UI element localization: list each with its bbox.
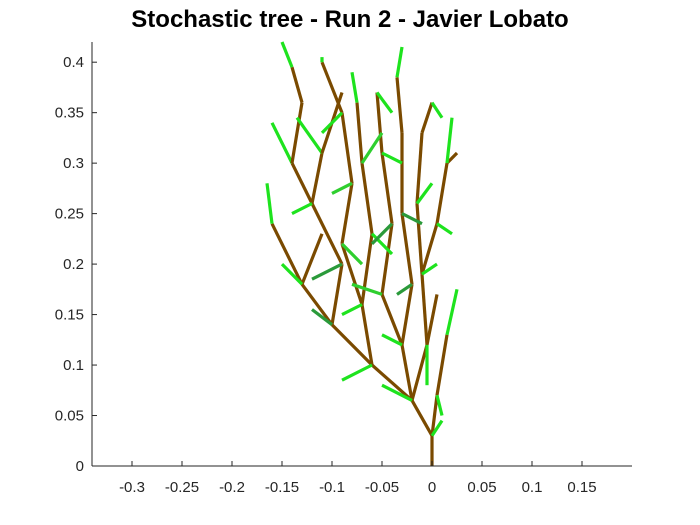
x-tick-label: -0.2 <box>219 479 245 496</box>
leaf-segment-50 <box>432 103 442 118</box>
branch-segment-39 <box>292 67 302 102</box>
branch-segment-44 <box>357 103 362 164</box>
branch-segment-15 <box>332 264 342 325</box>
x-tick-label: 0.1 <box>522 479 543 496</box>
branch-segment-26 <box>272 224 302 285</box>
branch-segment-46 <box>377 93 382 154</box>
branch-segment-20 <box>417 204 422 275</box>
leaf-segment-7 <box>447 289 457 335</box>
leaf-segment-71 <box>342 305 362 315</box>
branch-segment-35 <box>292 163 312 203</box>
branch-segment-47 <box>397 77 402 133</box>
branch-segment-22 <box>437 163 447 224</box>
leaf-segment-73 <box>322 113 342 133</box>
x-tick-label: 0.15 <box>567 479 596 496</box>
branch-segment-19 <box>402 214 412 285</box>
x-tick-label: 0 <box>428 479 436 496</box>
y-tick-label: 0.35 <box>55 105 84 122</box>
leaf-segment-25 <box>447 118 452 163</box>
branch-segment-17 <box>362 234 372 305</box>
leaf-segment-40 <box>282 42 292 67</box>
branch-segment-30 <box>362 163 372 234</box>
y-tick-label: 0 <box>76 458 84 475</box>
y-tick-label: 0.05 <box>55 408 84 425</box>
branch-segment-13 <box>427 294 437 345</box>
y-tick-label: 0.3 <box>63 155 84 172</box>
y-tick-label: 0.2 <box>63 256 84 273</box>
leaf-segment-53 <box>342 365 372 380</box>
y-tick-label: 0.1 <box>63 357 84 374</box>
leaf-segment-66 <box>292 204 312 214</box>
x-tick-label: -0.15 <box>265 479 299 496</box>
leaf-segment-59 <box>312 264 342 279</box>
x-tick-label: -0.3 <box>119 479 145 496</box>
branch-segment-36 <box>312 153 322 204</box>
y-tick-label: 0.25 <box>55 206 84 223</box>
branch-segment-33 <box>417 133 422 204</box>
leaf-segment-55 <box>437 395 442 415</box>
y-tick-label: 0.4 <box>63 54 84 71</box>
branch-segment-1 <box>412 400 432 435</box>
branch-segment-49 <box>422 103 432 133</box>
branch-segment-6 <box>437 335 447 396</box>
leaf-segment-51 <box>297 118 322 153</box>
branch-segment-5 <box>412 345 427 401</box>
branch-segment-38 <box>292 103 302 164</box>
leaf-segment-48 <box>397 47 402 77</box>
leaf-segment-45 <box>352 72 357 102</box>
tree-segments <box>267 42 457 466</box>
plot-axes: -0.3 -0.25 -0.2 -0.15 -0.1 -0.05 0 0.05 0.1 0.15 0… <box>55 42 632 496</box>
leaf-segment-65 <box>362 133 382 163</box>
leaf-segment-62 <box>382 153 402 163</box>
branch-segment-41 <box>342 113 352 184</box>
branch-segment-28 <box>312 204 342 265</box>
x-tick-label: -0.05 <box>365 479 399 496</box>
leaf-segment-23 <box>437 224 452 234</box>
branch-segment-12 <box>422 274 427 345</box>
x-tick-label: -0.1 <box>319 479 345 496</box>
leaf-segment-37 <box>272 123 292 163</box>
leaf-segment-34 <box>267 183 272 223</box>
x-tick-label: -0.25 <box>165 479 199 496</box>
branch-segment-11 <box>402 284 412 345</box>
x-tick-label: 0.05 <box>467 479 496 496</box>
y-tick-label: 0.15 <box>55 307 84 324</box>
branch-segment-14 <box>302 284 332 324</box>
branch-segment-31 <box>382 153 392 224</box>
branch-segment-29 <box>342 183 352 244</box>
